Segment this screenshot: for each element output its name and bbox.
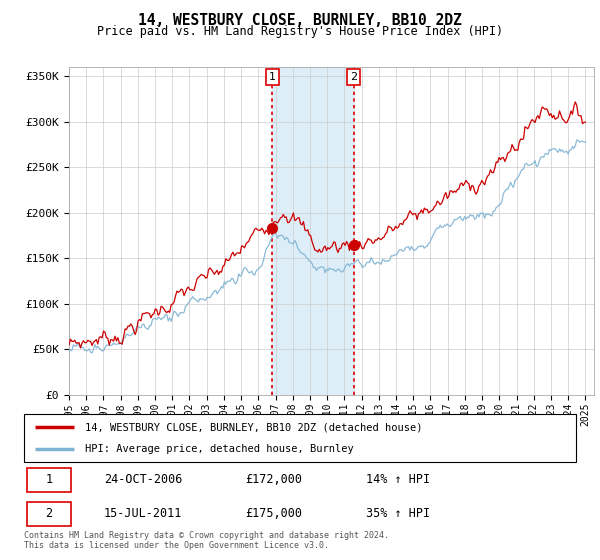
- Bar: [272, 67, 354, 395]
- Text: Price paid vs. HM Land Registry's House Price Index (HPI): Price paid vs. HM Land Registry's House …: [97, 25, 503, 38]
- Text: 15-JUL-2011: 15-JUL-2011: [104, 507, 182, 520]
- Text: £175,000: £175,000: [245, 507, 302, 520]
- Text: 35% ↑ HPI: 35% ↑ HPI: [366, 507, 430, 520]
- Text: 2: 2: [45, 507, 52, 520]
- Text: 1: 1: [45, 473, 52, 486]
- Text: 2: 2: [350, 72, 357, 82]
- Text: 14, WESTBURY CLOSE, BURNLEY, BB10 2DZ: 14, WESTBURY CLOSE, BURNLEY, BB10 2DZ: [138, 13, 462, 28]
- FancyBboxPatch shape: [27, 468, 71, 492]
- Text: 14, WESTBURY CLOSE, BURNLEY, BB10 2DZ (detached house): 14, WESTBURY CLOSE, BURNLEY, BB10 2DZ (d…: [85, 422, 422, 432]
- Text: HPI: Average price, detached house, Burnley: HPI: Average price, detached house, Burn…: [85, 444, 353, 454]
- Text: 14% ↑ HPI: 14% ↑ HPI: [366, 473, 430, 486]
- Text: Contains HM Land Registry data © Crown copyright and database right 2024.
This d: Contains HM Land Registry data © Crown c…: [24, 531, 389, 550]
- Text: 24-OCT-2006: 24-OCT-2006: [104, 473, 182, 486]
- Text: 1: 1: [269, 72, 276, 82]
- Text: £172,000: £172,000: [245, 473, 302, 486]
- FancyBboxPatch shape: [27, 502, 71, 526]
- FancyBboxPatch shape: [24, 414, 576, 462]
